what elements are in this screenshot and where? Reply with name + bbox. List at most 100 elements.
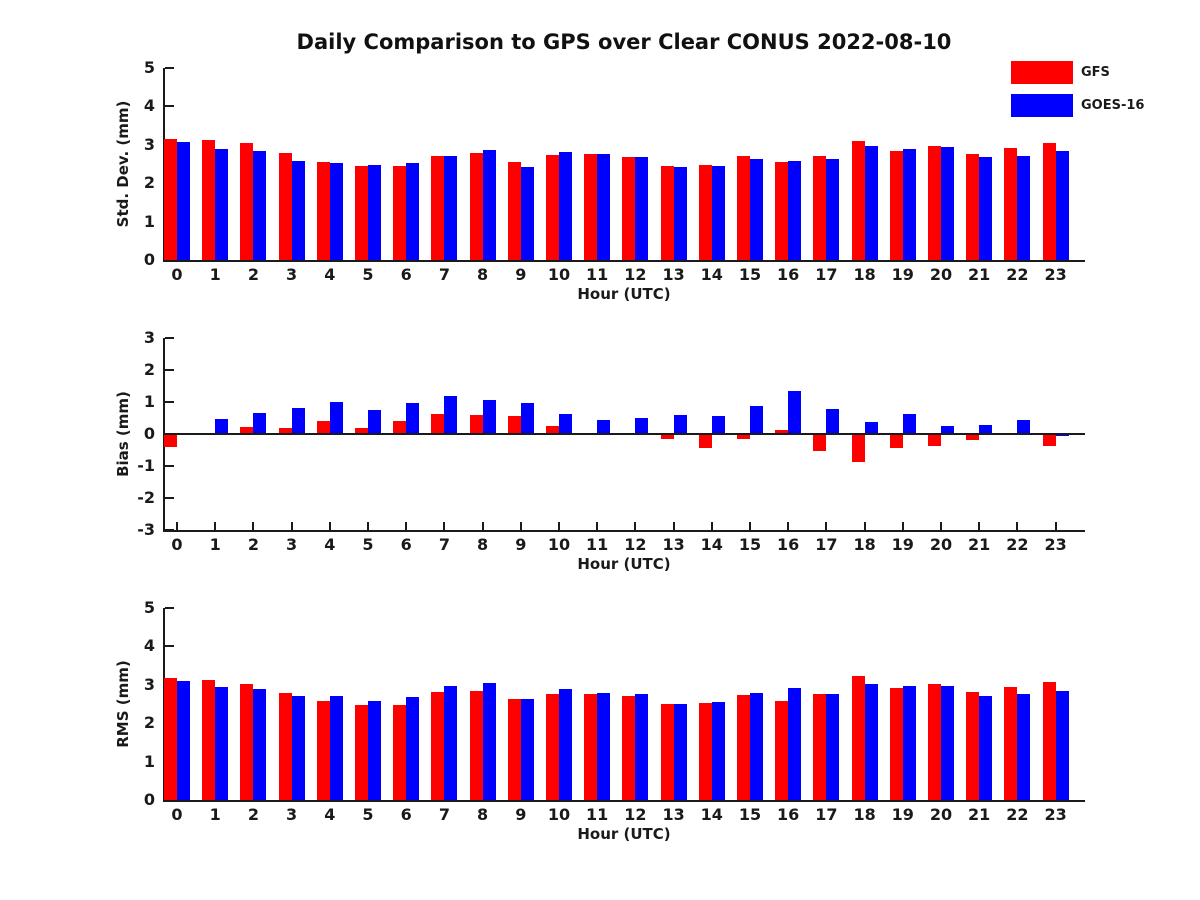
bar-gfs-hour-22 bbox=[1004, 148, 1018, 260]
bar-goes16-hour-4 bbox=[329, 695, 343, 800]
bar-gfs-hour-20 bbox=[928, 145, 941, 260]
x-tick-label: 11 bbox=[586, 535, 609, 554]
bar-goes16-hour-12 bbox=[635, 694, 649, 800]
x-tick-mark bbox=[1054, 522, 1057, 530]
x-tick-mark bbox=[290, 522, 293, 530]
y-tick-mark bbox=[165, 337, 174, 339]
x-tick-label: 5 bbox=[362, 265, 374, 284]
x-tick-label: 2 bbox=[247, 535, 259, 554]
x-tick-label: 9 bbox=[515, 805, 527, 824]
bar-goes16-hour-1 bbox=[215, 686, 229, 800]
x-tick-label: 15 bbox=[738, 535, 762, 554]
x-tick-label: 17 bbox=[815, 805, 838, 824]
bar-goes16-hour-8 bbox=[482, 150, 496, 260]
x-tick-mark bbox=[596, 522, 599, 530]
x-tick-label: 6 bbox=[400, 805, 412, 824]
x-tick-mark bbox=[1016, 522, 1019, 530]
bar-gfs-hour-5 bbox=[355, 705, 368, 800]
x-tick-label: 7 bbox=[438, 805, 450, 824]
bar-goes16-hour-5 bbox=[368, 700, 381, 800]
bar-gfs-hour-22 bbox=[1004, 687, 1018, 800]
bar-goes16-hour-21 bbox=[979, 425, 993, 434]
x-axis-spine bbox=[163, 260, 1085, 262]
bar-goes16-hour-18 bbox=[864, 422, 878, 434]
gfs-legend-swatch bbox=[1011, 61, 1073, 84]
x-tick-label: 17 bbox=[815, 265, 838, 284]
bar-gfs-hour-3 bbox=[278, 427, 292, 434]
x-tick-label: 8 bbox=[477, 535, 489, 554]
x-tick-label: 23 bbox=[1044, 265, 1067, 284]
x-tick-label: 22 bbox=[1006, 805, 1029, 824]
y-tick-label: 3 bbox=[143, 134, 155, 154]
x-tick-mark bbox=[825, 522, 828, 530]
x-tick-label: 19 bbox=[891, 805, 914, 824]
bar-goes16-hour-22 bbox=[1017, 155, 1031, 260]
x-tick-label: 3 bbox=[286, 265, 298, 284]
y-tick-label: 3 bbox=[143, 674, 155, 694]
bar-gfs-hour-5 bbox=[355, 427, 368, 434]
x-tick-mark bbox=[252, 522, 255, 530]
bar-gfs-hour-5 bbox=[355, 166, 368, 260]
x-tick-label: 14 bbox=[700, 535, 723, 554]
bar-gfs-hour-12 bbox=[622, 695, 636, 800]
bar-goes16-hour-5 bbox=[368, 409, 381, 434]
x-tick-mark bbox=[443, 522, 446, 530]
x-tick-label: 11 bbox=[586, 805, 609, 824]
bar-gfs-hour-6 bbox=[393, 705, 407, 800]
bar-goes16-hour-11 bbox=[597, 692, 611, 800]
x-tick-label: 4 bbox=[324, 535, 336, 554]
x-tick-label: 21 bbox=[968, 805, 991, 824]
x-tick-label: 2 bbox=[247, 805, 259, 824]
x-tick-mark bbox=[749, 522, 751, 530]
bar-goes16-hour-16 bbox=[788, 687, 802, 800]
bar-goes16-hour-13 bbox=[673, 167, 687, 260]
x-tick-label: 14 bbox=[700, 265, 723, 284]
y-tick-label: -2 bbox=[137, 488, 155, 507]
bar-goes16-hour-21 bbox=[979, 156, 993, 260]
bar-goes16-hour-3 bbox=[291, 696, 305, 800]
bar-gfs-hour-2 bbox=[240, 683, 254, 800]
bar-gfs-hour-11 bbox=[584, 154, 598, 260]
bar-goes16-hour-22 bbox=[1017, 694, 1031, 800]
x-tick-label: 4 bbox=[324, 265, 336, 284]
bar-goes16-hour-19 bbox=[902, 686, 916, 800]
bar-goes16-hour-10 bbox=[559, 413, 572, 434]
y-tick-label: 4 bbox=[143, 636, 155, 656]
x-tick-label: 1 bbox=[209, 535, 221, 554]
x-tick-label: 15 bbox=[738, 805, 762, 824]
y-tick-label: 5 bbox=[143, 598, 155, 617]
bar-goes16-hour-8 bbox=[482, 400, 496, 434]
bar-gfs-hour-18 bbox=[851, 140, 865, 260]
y-tick-mark bbox=[165, 67, 174, 69]
x-tick-label: 6 bbox=[400, 265, 412, 284]
x-tick-label: 7 bbox=[438, 265, 450, 284]
bar-gfs-hour-17 bbox=[813, 693, 827, 800]
bar-goes16-hour-15 bbox=[750, 159, 763, 260]
x-tick-label: 19 bbox=[891, 535, 914, 554]
x-tick-mark bbox=[863, 522, 866, 530]
goes16-legend-swatch bbox=[1011, 94, 1073, 117]
rms-y-axis-label: RMS (mm) bbox=[114, 660, 132, 748]
x-axis-spine bbox=[163, 800, 1085, 802]
x-tick-label: 10 bbox=[547, 265, 571, 284]
bar-gfs-hour-16 bbox=[775, 162, 789, 260]
bar-gfs-hour-16 bbox=[775, 430, 789, 434]
bar-goes16-hour-5 bbox=[368, 165, 381, 260]
rms-plot-area: 0 1 2 3 4 5 0 1 2 3 4 5 6 7 8 9 10 11 12 13 14 15 16 17 18 19 20 21… bbox=[144, 599, 1085, 824]
bar-gfs-hour-4 bbox=[316, 162, 330, 260]
bar-goes16-hour-17 bbox=[826, 694, 840, 800]
x-tick-mark bbox=[558, 522, 560, 530]
bar-gfs-hour-21 bbox=[966, 434, 980, 441]
x-tick-label: 9 bbox=[515, 265, 527, 284]
x-tick-label: 8 bbox=[477, 805, 489, 824]
y-tick-label: 0 bbox=[143, 250, 155, 269]
bar-gfs-hour-10 bbox=[546, 694, 559, 800]
x-tick-label: 12 bbox=[624, 535, 647, 554]
bias-x-axis-label: Hour (UTC) bbox=[577, 555, 671, 573]
y-tick-label: 1 bbox=[143, 751, 155, 771]
x-tick-label: 22 bbox=[1006, 265, 1029, 284]
x-tick-label: 23 bbox=[1044, 535, 1067, 554]
bar-gfs-hour-15 bbox=[737, 156, 750, 260]
bar-goes16-hour-19 bbox=[902, 413, 916, 434]
gfs-legend-label: GFS bbox=[1081, 65, 1110, 80]
